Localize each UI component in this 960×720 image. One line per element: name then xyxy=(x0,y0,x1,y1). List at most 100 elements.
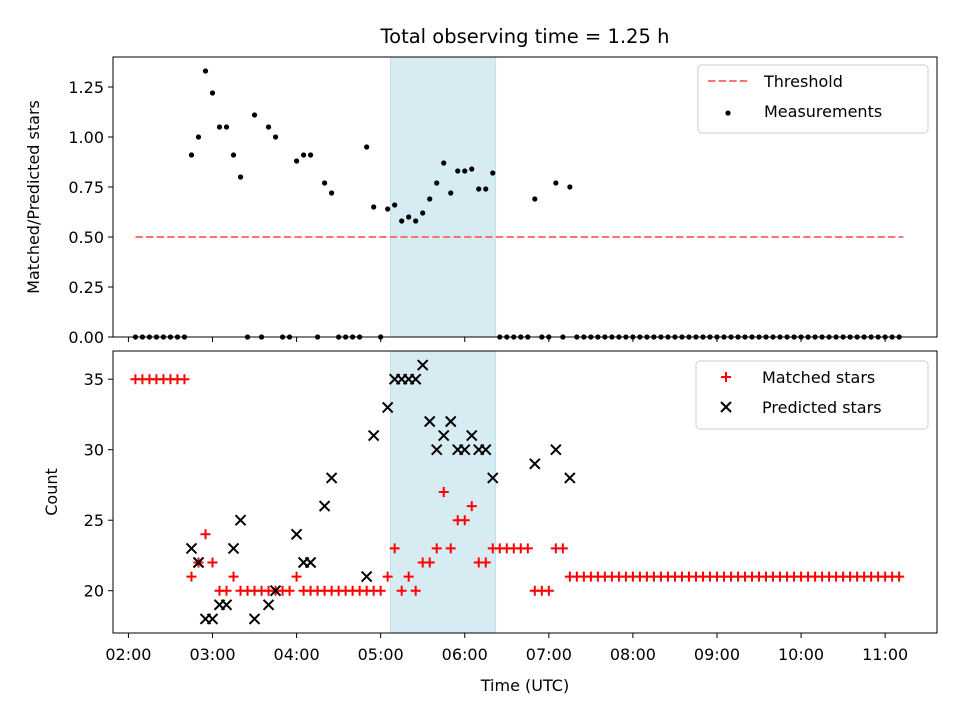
top-y-axis-label: Matched/Predicted stars xyxy=(24,100,43,294)
predicted-star-marker xyxy=(423,415,436,428)
predicted-star-marker xyxy=(416,359,429,371)
matched-star-marker xyxy=(466,501,477,512)
measurement-point xyxy=(272,134,279,140)
top-y-tick-label: 0.50 xyxy=(68,228,104,247)
matched-star-marker xyxy=(557,543,568,554)
measurement-point xyxy=(434,180,440,186)
predicted-star-marker xyxy=(480,443,492,456)
matched-star-marker xyxy=(396,585,407,596)
measurement-point xyxy=(371,204,377,210)
matched-star-marker xyxy=(403,571,414,582)
matched-star-marker xyxy=(438,487,449,497)
predicted-star-marker xyxy=(248,613,261,625)
measurement-point xyxy=(322,180,328,186)
matched-star-marker xyxy=(480,557,491,568)
predicted-star-marker xyxy=(325,472,338,484)
matched-star-marker xyxy=(543,585,554,596)
measurement-point xyxy=(195,134,202,140)
top-axes-frame xyxy=(112,56,938,338)
legend-box xyxy=(697,64,929,134)
predicted-star-marker xyxy=(381,401,394,414)
matched-star-marker xyxy=(228,571,239,582)
predicted-star-marker xyxy=(487,472,499,484)
matched-star-marker xyxy=(445,543,456,554)
predicted-star-marker xyxy=(550,443,562,456)
predicted-star-marker xyxy=(227,542,240,555)
measurement-point xyxy=(392,202,398,208)
predicted-star-marker xyxy=(564,472,576,484)
measurement-point xyxy=(202,68,209,74)
measurement-point xyxy=(364,144,370,150)
measurement-point xyxy=(216,124,223,130)
predicted-star-marker xyxy=(529,458,541,470)
predicted-star-marker xyxy=(445,415,457,428)
x-tick-label: 08:00 xyxy=(610,645,656,664)
figure-title: Total observing time = 1.25 h xyxy=(380,25,670,48)
measurement-point xyxy=(427,196,433,202)
predicted-star-marker xyxy=(269,584,282,597)
x-tick-label: 09:00 xyxy=(694,645,740,664)
measurement-point xyxy=(462,168,468,174)
legend-label: Matched stars xyxy=(762,368,875,387)
measurement-point xyxy=(406,214,412,220)
x-tick-label: 11:00 xyxy=(862,645,908,664)
measurement-point xyxy=(483,186,489,192)
measurement-point xyxy=(237,174,244,180)
matched-star-marker xyxy=(291,571,302,582)
bottom-legend: Matched stars Predicted stars xyxy=(695,360,929,430)
measurement-point xyxy=(209,90,216,96)
measurement-point xyxy=(188,152,195,158)
top-y-tick-label: 1.00 xyxy=(68,128,104,147)
top-y-tick-label: 0.75 xyxy=(68,178,104,197)
x-tick-label: 10:00 xyxy=(778,645,824,664)
predicted-star-marker xyxy=(466,429,478,442)
predicted-star-marker xyxy=(290,528,303,541)
matched-star-marker xyxy=(522,543,533,554)
bottom-axes-frame xyxy=(112,350,938,634)
measurement-point xyxy=(300,152,307,158)
predicted-star-marker xyxy=(304,556,317,569)
measurement-point xyxy=(532,196,538,202)
bottom-panel: 02:00 03:00 04:00 05:00 06:00 07:00 08:00 09:00… xyxy=(42,350,938,695)
legend-predicted-swatch xyxy=(720,401,732,413)
measurement-point xyxy=(329,190,335,196)
bottom-y-tick-label: 30 xyxy=(84,441,104,460)
matched-star-marker xyxy=(389,543,400,554)
predicted-star-marker xyxy=(185,542,198,555)
measurement-point xyxy=(385,206,391,212)
top-y-tick-label: 1.25 xyxy=(68,78,104,97)
x-axis-label: Time (UTC) xyxy=(480,676,569,695)
bottom-y-tick-label: 25 xyxy=(84,511,104,530)
legend-label: Predicted stars xyxy=(762,398,882,417)
matched-star-marker xyxy=(186,571,197,582)
top-y-tick-label: 0.25 xyxy=(68,278,104,297)
predicted-star-marker xyxy=(206,613,219,625)
predicted-star-marker xyxy=(220,599,233,611)
matched-star-marker xyxy=(200,529,211,540)
measurement-point xyxy=(307,152,314,158)
top-legend: Threshold Measurements xyxy=(697,64,929,134)
measurement-point xyxy=(441,160,447,166)
bottom-axis-ticks: 02:00 03:00 04:00 05:00 06:00 07:00 08:00 09:00… xyxy=(84,370,909,664)
x-tick-label: 04:00 xyxy=(274,645,320,664)
top-axis-ticks: 0.00 0.25 0.50 0.75 1.00 1.25 xyxy=(68,78,886,347)
predicted-star-marker xyxy=(234,514,247,526)
measurement-point xyxy=(553,180,559,186)
measurement-point xyxy=(469,166,475,172)
measurement-point xyxy=(230,152,237,158)
x-tick-label: 06:00 xyxy=(442,645,488,664)
legend-measurements-swatch xyxy=(725,110,731,116)
predicted-star-marker xyxy=(318,500,331,512)
legend-box xyxy=(695,360,929,430)
measurement-point xyxy=(476,186,482,192)
matched-star-marker xyxy=(221,585,232,596)
measurement-point xyxy=(293,158,300,164)
bottom-marks xyxy=(130,359,905,625)
measurement-point xyxy=(490,170,496,176)
matched-star-marker xyxy=(375,585,386,596)
legend-label: Measurements xyxy=(764,102,882,121)
x-tick-label: 05:00 xyxy=(358,645,404,664)
measurement-point xyxy=(448,190,454,196)
predicted-star-marker xyxy=(431,443,443,456)
